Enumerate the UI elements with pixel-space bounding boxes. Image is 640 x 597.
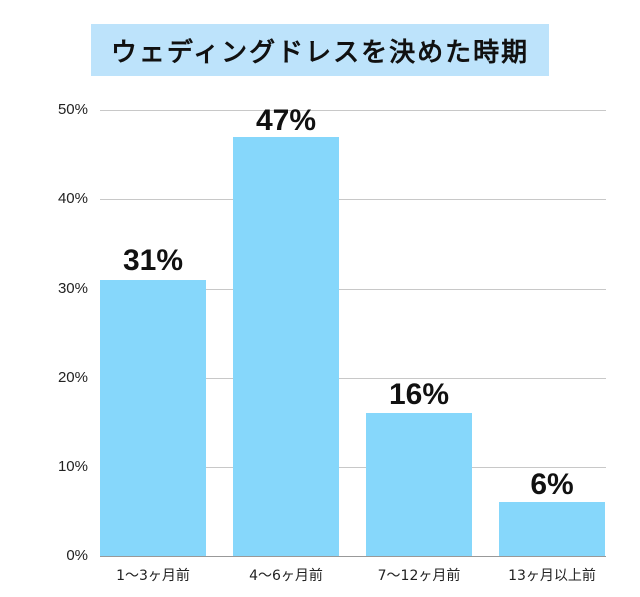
y-tick-label: 10%: [57, 458, 88, 475]
y-tick-label: 20%: [57, 369, 88, 386]
bar-1-3-months: [100, 280, 206, 556]
bar-value-label: 47%: [255, 104, 317, 137]
x-tick-label: 1〜3ヶ月前: [116, 568, 190, 584]
gridline-30: [100, 289, 606, 290]
bar-value-label: 31%: [122, 244, 184, 277]
chart-title: ウェディングドレスを決めた時期: [110, 37, 530, 68]
bar-value-label: 16%: [388, 378, 450, 411]
gridline-20: [100, 378, 606, 379]
chart-title-box: ウェディングドレスを決めた時期: [91, 24, 549, 76]
x-tick-label: 7〜12ヶ月前: [377, 568, 461, 584]
y-tick-label: 0%: [66, 547, 88, 564]
gridline-10: [100, 467, 606, 468]
y-tick-label: 30%: [57, 280, 88, 297]
x-axis-line: [100, 556, 606, 557]
gridline-40: [100, 199, 606, 200]
bar-13-plus-months: [499, 502, 605, 556]
bar-value-label: 6%: [530, 468, 574, 501]
y-tick-label: 40%: [57, 190, 88, 207]
y-tick-label: 50%: [57, 101, 88, 118]
x-tick-label: 4〜6ヶ月前: [249, 568, 323, 584]
bar-4-6-months: [233, 137, 339, 556]
bar-7-12-months: [366, 413, 472, 556]
x-tick-label: 13ヶ月以上前: [508, 568, 596, 584]
gridline-50: [100, 110, 606, 111]
